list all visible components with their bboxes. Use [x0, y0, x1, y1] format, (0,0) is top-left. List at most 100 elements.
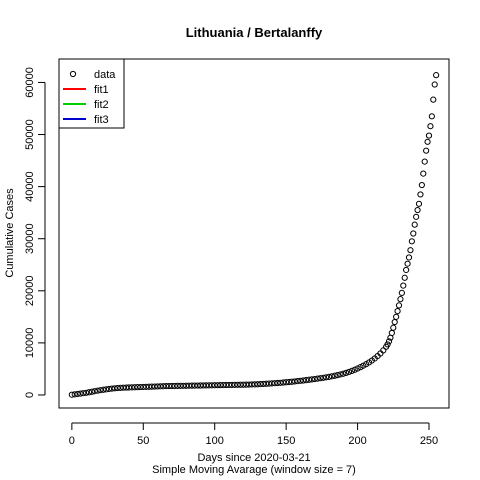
data-point — [80, 390, 87, 397]
data-point — [68, 391, 75, 398]
data-point — [343, 369, 350, 376]
data-point — [263, 380, 270, 387]
data-point — [97, 387, 104, 394]
data-point — [297, 377, 304, 384]
data-point — [410, 230, 417, 237]
y-axis: 0 10000 20000 30000 40000 50000 60000 — [24, 67, 46, 398]
data-point — [248, 381, 255, 388]
data-point — [414, 206, 421, 214]
data-point — [303, 377, 310, 384]
data-point — [408, 238, 415, 245]
data-point — [354, 365, 361, 372]
legend-label-fit2: fit2 — [94, 99, 109, 111]
legend-label-fit1: fit1 — [94, 84, 109, 96]
data-point — [405, 254, 413, 261]
legend-label-fit3: fit3 — [94, 114, 109, 126]
data-point — [185, 382, 193, 389]
data-point — [265, 380, 273, 387]
data-point — [234, 381, 241, 388]
data-point — [154, 383, 161, 390]
data-point — [151, 383, 158, 390]
x-tick-label: 150 — [277, 435, 295, 447]
x-axis-subtitle: Simple Moving Avarage (window size = 7) — [152, 464, 356, 476]
data-point — [325, 373, 333, 380]
data-point — [277, 379, 284, 386]
data-point — [203, 382, 210, 389]
legend-label-data: data — [94, 69, 116, 81]
x-axis-title: Days since 2020-03-21 — [197, 452, 310, 464]
data-point — [415, 200, 423, 207]
data-point — [105, 385, 113, 393]
x-tick-label: 0 — [69, 435, 75, 447]
data-point — [424, 138, 431, 145]
data-point — [128, 384, 135, 391]
data-point — [311, 375, 318, 383]
data-point — [251, 381, 258, 388]
data-point — [328, 373, 335, 380]
data-point — [168, 382, 175, 390]
x-axis: 0 50 100 150 200 250 — [69, 422, 438, 447]
data-point — [294, 378, 301, 385]
data-point — [197, 382, 204, 389]
chart-title: Lithuania / Bertalanffy — [186, 25, 323, 40]
data-point — [421, 158, 428, 165]
data-point — [385, 338, 393, 345]
data-point — [165, 382, 173, 390]
data-point — [208, 382, 215, 389]
data-point — [418, 181, 425, 189]
data-point — [407, 247, 414, 254]
data-point — [404, 260, 411, 267]
data-point — [171, 382, 178, 390]
data-point — [394, 308, 401, 315]
data-point — [243, 381, 250, 388]
data-point — [71, 391, 78, 398]
data-point — [163, 383, 170, 390]
data-point — [143, 383, 150, 390]
y-tick-label: 0 — [24, 392, 36, 398]
data-point — [323, 374, 330, 381]
data-point — [334, 372, 341, 379]
data-point — [160, 383, 167, 390]
data-point — [194, 382, 201, 389]
data-point — [223, 381, 230, 389]
data-point — [348, 367, 355, 375]
y-tick-label: 10000 — [24, 328, 36, 359]
data-point — [411, 221, 418, 228]
data-point — [245, 381, 253, 388]
data-point — [131, 384, 138, 391]
data-points — [68, 72, 440, 398]
data-point — [285, 378, 293, 386]
data-point — [390, 324, 397, 331]
data-point — [291, 378, 298, 385]
x-tick-label: 50 — [137, 435, 149, 447]
x-tick-label: 250 — [420, 435, 438, 447]
data-point — [395, 302, 403, 309]
data-point — [337, 371, 344, 378]
data-point — [280, 379, 287, 386]
data-point — [220, 381, 227, 389]
data-point — [134, 384, 141, 391]
data-point — [320, 374, 327, 381]
y-tick-label: 50000 — [24, 119, 36, 150]
data-point — [85, 389, 93, 396]
data-point — [384, 341, 391, 348]
data-point — [403, 266, 410, 274]
data-point — [188, 382, 195, 389]
data-point — [254, 381, 261, 388]
data-point — [231, 381, 238, 388]
legend-data-marker — [69, 70, 77, 78]
data-point — [433, 72, 440, 79]
data-point — [94, 387, 101, 394]
data-point — [240, 381, 247, 388]
data-point — [274, 379, 281, 387]
data-point — [317, 375, 324, 382]
data-point — [200, 382, 207, 389]
data-point — [211, 382, 218, 389]
data-point — [217, 382, 224, 389]
data-point — [420, 170, 427, 177]
data-point — [123, 384, 130, 391]
data-point — [83, 389, 90, 396]
data-point — [431, 81, 438, 88]
legend: data fit1 fit2 fit3 — [58, 58, 125, 129]
x-tick-label: 100 — [206, 435, 224, 447]
